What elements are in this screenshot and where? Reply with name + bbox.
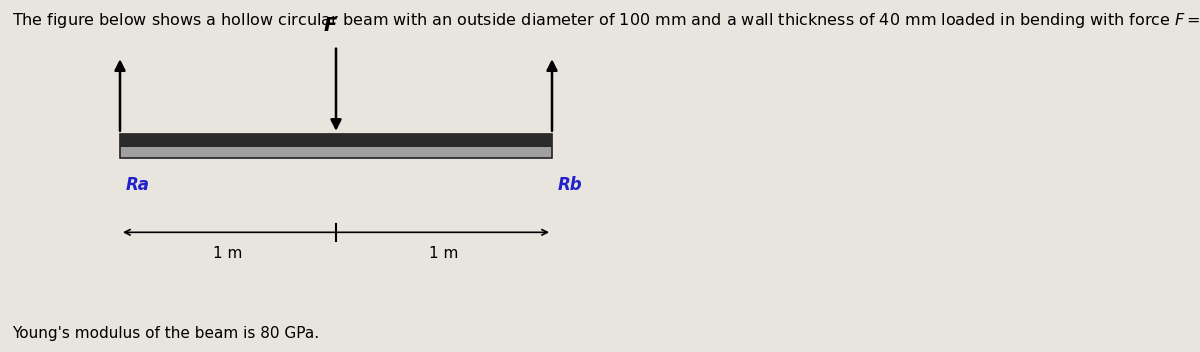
Text: F: F xyxy=(323,16,337,35)
Bar xyxy=(120,134,552,158)
Text: 1 m: 1 m xyxy=(430,246,458,262)
Text: 1 m: 1 m xyxy=(214,246,242,262)
Text: Young's modulus of the beam is 80 GPa.: Young's modulus of the beam is 80 GPa. xyxy=(12,326,319,341)
Text: Ra: Ra xyxy=(126,176,150,194)
Text: Rb: Rb xyxy=(558,176,583,194)
Text: The figure below shows a hollow circular beam with an outside diameter of 100 mm: The figure below shows a hollow circular… xyxy=(12,11,1200,30)
Bar xyxy=(120,134,552,147)
